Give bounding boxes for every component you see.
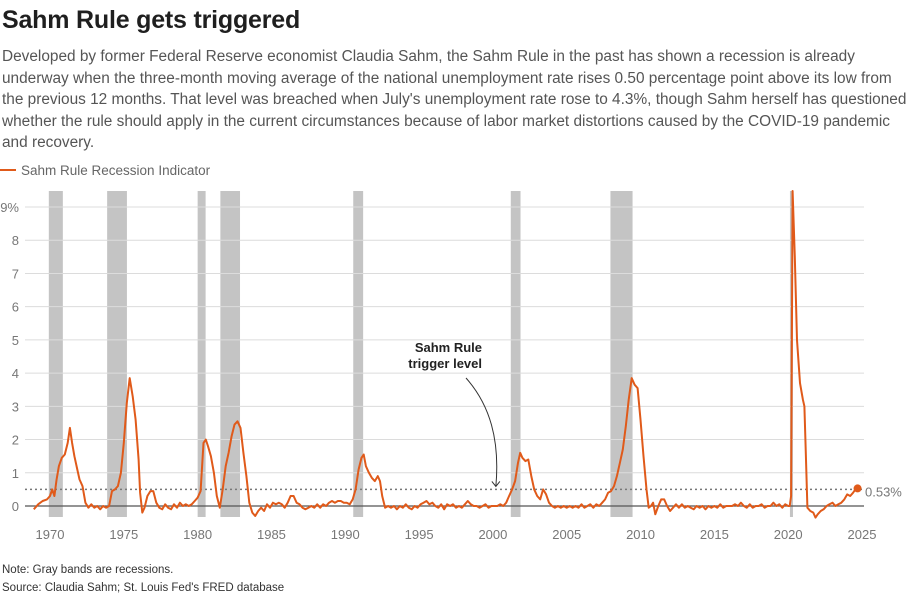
x-tick-label: 2020 <box>774 527 803 542</box>
x-tick-label: 2010 <box>626 527 655 542</box>
y-tick-label: 7 <box>12 266 19 281</box>
recession-band <box>353 191 364 517</box>
y-tick-label: 6 <box>12 300 19 315</box>
recession-band <box>107 191 127 517</box>
x-tick-label: 1975 <box>109 527 138 542</box>
y-axis-ticks: 0 1 2 3 4 5 6 7 8 9% <box>0 200 19 514</box>
x-tick-label: 1990 <box>331 527 360 542</box>
x-tick-label: 2000 <box>478 527 507 542</box>
x-tick-label: 1995 <box>405 527 434 542</box>
y-tick-label: 5 <box>12 333 19 348</box>
x-axis-ticks: 1970 1975 1980 1985 1990 1995 2000 2005 2010 2015… <box>36 527 877 542</box>
annotation-line-1: Sahm Rule <box>415 340 482 355</box>
chart-subtitle: Developed by former Federal Reserve econ… <box>2 48 907 151</box>
y-tick-label: 1 <box>12 466 19 481</box>
x-tick-label: 2015 <box>700 527 729 542</box>
sahm-rule-chart: 0 1 2 3 4 5 6 7 8 9% 1970 1975 1980 1985 1990 1995 2000… <box>0 190 902 542</box>
legend-swatch-line-icon <box>0 169 16 171</box>
footnote: Note: Gray bands are recessions. <box>2 564 174 576</box>
trigger-annotation: Sahm Rule trigger level <box>408 340 501 488</box>
x-tick-label: 2025 <box>848 527 877 542</box>
end-point-marker <box>853 484 862 493</box>
y-tick-label: 3 <box>12 399 19 414</box>
source-note: Source: Claudia Sahm; St. Louis Fed's FR… <box>2 582 285 594</box>
recession-band <box>510 191 521 517</box>
y-tick-label: 4 <box>12 366 19 381</box>
legend: Sahm Rule Recession Indicator <box>0 161 210 179</box>
x-tick-label: 2005 <box>552 527 581 542</box>
legend-label: Sahm Rule Recession Indicator <box>21 162 211 178</box>
recession-band <box>197 191 206 517</box>
annotation-line-2: trigger level <box>408 356 482 371</box>
y-tick-label: 9% <box>0 200 19 215</box>
recession-band <box>610 191 633 517</box>
y-tick-label: 2 <box>12 433 19 448</box>
end-value-label: 0.53% <box>865 484 902 499</box>
series-line-sahm-indicator <box>33 190 859 519</box>
recession-band <box>48 191 63 517</box>
annotation-arrowhead-icon <box>491 481 501 488</box>
x-tick-label: 1970 <box>36 527 65 542</box>
x-tick-label: 1980 <box>183 527 212 542</box>
x-tick-label: 1985 <box>257 527 286 542</box>
recession-bands <box>48 191 793 517</box>
y-tick-label: 0 <box>12 499 19 514</box>
gridlines <box>25 206 864 474</box>
y-tick-label: 8 <box>12 233 19 248</box>
annotation-arrow-icon <box>465 377 498 487</box>
chart-title: Sahm Rule gets triggered <box>2 6 301 34</box>
recession-band <box>220 191 241 517</box>
